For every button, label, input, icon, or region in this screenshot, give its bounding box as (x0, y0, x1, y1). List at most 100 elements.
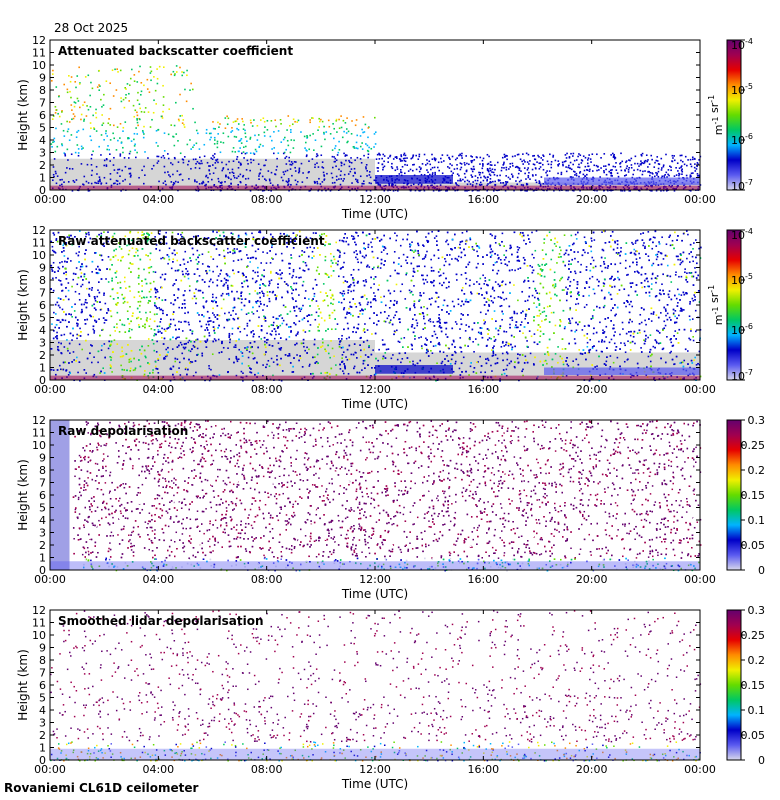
y-tick-label: 0 (39, 754, 46, 767)
y-tick-label: 0 (39, 374, 46, 387)
colorbar-tick-label: 0.25 (741, 439, 766, 452)
cloud-layer (544, 177, 700, 185)
y-axis-label: Height (km) (16, 269, 30, 340)
colorbar-tick-label: 10-6 (731, 132, 753, 147)
x-tick-label: 08:00 (251, 193, 283, 206)
y-tick-label: 11 (32, 237, 46, 250)
y-tick-label: 10 (32, 249, 46, 262)
y-tick-label: 1 (39, 362, 46, 375)
x-tick-label: 00:00 (684, 573, 716, 586)
x-tick-label: 16:00 (467, 763, 499, 776)
colorbar-tick-label: 0.2 (748, 654, 766, 667)
date-label: 28 Oct 2025 (54, 21, 129, 35)
y-tick-label: 1 (39, 172, 46, 185)
x-tick-label: 16:00 (467, 383, 499, 396)
x-tick-label: 08:00 (251, 573, 283, 586)
colorbar-tick-label: 0.25 (741, 629, 766, 642)
colorbar-units-label: m-1 sr-1 (707, 95, 725, 135)
y-tick-label: 3 (39, 717, 46, 730)
cloud-layer (375, 175, 453, 184)
y-tick-label: 12 (32, 604, 46, 617)
colorbar-tick-label: 10-7 (731, 178, 753, 193)
x-tick-label: 08:00 (251, 383, 283, 396)
colorbar-units-label: m-1 sr-1 (707, 285, 725, 325)
x-tick-label: 20:00 (576, 193, 608, 206)
y-tick-label: 10 (32, 629, 46, 642)
colorbar (726, 419, 742, 571)
y-tick-label: 3 (39, 147, 46, 160)
y-tick-label: 2 (39, 729, 46, 742)
x-tick-label: 00:00 (684, 383, 716, 396)
y-tick-label: 6 (39, 109, 46, 122)
x-axis-label: Time (UTC) (341, 207, 408, 220)
colorbar-tick-label: 0.1 (748, 704, 766, 717)
y-tick-label: 9 (39, 452, 46, 465)
y-tick-label: 7 (39, 667, 46, 680)
y-tick-label: 4 (39, 324, 46, 337)
y-tick-label: 3 (39, 527, 46, 540)
colorbar-tick-label: 10-4 (731, 227, 753, 242)
colorbar (726, 39, 742, 191)
colorbar-tick-label: 10-7 (731, 368, 753, 383)
x-tick-label: 12:00 (359, 763, 391, 776)
surface-layer (50, 561, 700, 570)
y-tick-label: 11 (32, 47, 46, 60)
x-tick-label: 00:00 (34, 763, 66, 776)
y-tick-label: 7 (39, 97, 46, 110)
y-tick-label: 5 (39, 122, 46, 135)
x-tick-label: 00:00 (684, 193, 716, 206)
x-tick-label: 04:00 (142, 763, 174, 776)
plot-area (50, 420, 700, 570)
y-tick-label: 5 (39, 502, 46, 515)
heatmap-layer (50, 420, 702, 572)
y-tick-label: 1 (39, 742, 46, 755)
y-tick-label: 6 (39, 489, 46, 502)
cloud-layer (375, 365, 453, 374)
x-tick-label: 12:00 (359, 193, 391, 206)
x-tick-label: 04:00 (142, 573, 174, 586)
y-tick-label: 4 (39, 134, 46, 147)
y-tick-label: 8 (39, 84, 46, 97)
y-tick-label: 8 (39, 274, 46, 287)
x-tick-label: 00:00 (684, 763, 716, 776)
y-tick-label: 2 (39, 159, 46, 172)
colorbar-tick-label: 10-4 (731, 37, 753, 52)
colorbar-tick-label: 0.05 (741, 729, 766, 742)
y-tick-label: 9 (39, 642, 46, 655)
x-axis-label: Time (UTC) (341, 777, 408, 790)
y-tick-label: 10 (32, 439, 46, 452)
plot-area (50, 610, 700, 760)
panel-title-attenuated-backscatter: Attenuated backscatter coefficient (58, 44, 294, 58)
y-tick-label: 8 (39, 464, 46, 477)
y-tick-label: 4 (39, 704, 46, 717)
x-tick-label: 20:00 (576, 383, 608, 396)
low-signal-region (50, 340, 375, 380)
colorbar-tick-label: 0 (758, 754, 765, 767)
instrument-label: Rovaniemi CL61D ceilometer (4, 781, 199, 795)
colorbar-tick-label: 0.15 (741, 489, 766, 502)
y-tick-label: 6 (39, 679, 46, 692)
y-tick-label: 2 (39, 539, 46, 552)
heatmap-layer (50, 230, 702, 382)
colorbar-tick-label: 0.05 (741, 539, 766, 552)
y-tick-label: 5 (39, 692, 46, 705)
panel-title-smoothed-lidar-depolarisation: Smoothed lidar depolarisation (58, 614, 264, 628)
y-tick-label: 11 (32, 617, 46, 630)
x-tick-label: 00:00 (34, 573, 66, 586)
y-tick-label: 12 (32, 34, 46, 47)
x-tick-label: 16:00 (467, 573, 499, 586)
x-tick-label: 00:00 (34, 193, 66, 206)
colorbar-tick-label: 0.1 (748, 514, 766, 527)
y-tick-label: 12 (32, 224, 46, 237)
x-tick-label: 16:00 (467, 193, 499, 206)
y-tick-label: 3 (39, 337, 46, 350)
colorbar-tick-label: 10-5 (731, 82, 753, 97)
colorbar (726, 229, 742, 381)
y-tick-label: 9 (39, 262, 46, 275)
y-tick-label: 0 (39, 564, 46, 577)
y-tick-label: 7 (39, 477, 46, 490)
x-tick-label: 12:00 (359, 573, 391, 586)
panel-title-raw-attenuated-backscatter: Raw attenuated backscatter coefficient (58, 234, 325, 248)
x-tick-label: 04:00 (142, 383, 174, 396)
